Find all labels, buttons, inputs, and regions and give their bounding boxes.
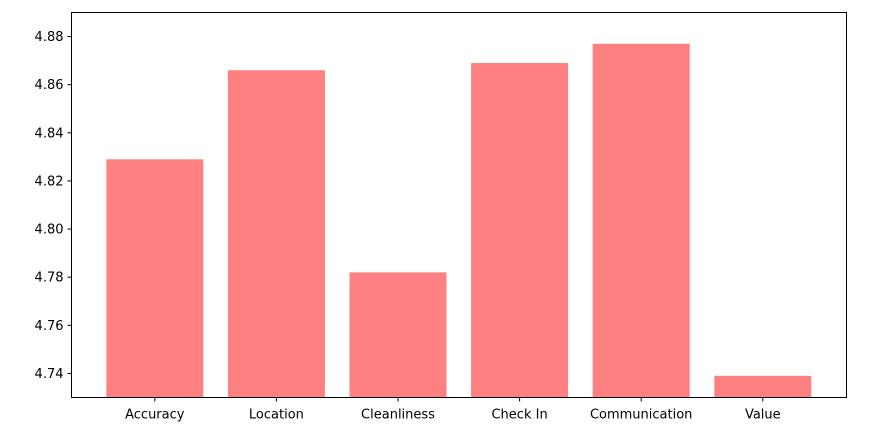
y-tick-label: 4.82 [35, 174, 64, 189]
y-tick-label: 4.76 [35, 319, 64, 334]
bar-check-in [471, 63, 569, 398]
x-tick-label: Location [249, 408, 304, 423]
y-tick-label: 4.86 [35, 78, 64, 93]
axes-frame [71, 12, 847, 398]
bars-group [106, 43, 812, 398]
y-tick-label: 4.80 [35, 223, 64, 238]
y-tick-label: 4.84 [35, 126, 64, 141]
bar-accuracy [106, 159, 204, 398]
bar-location [227, 70, 325, 398]
bar-cleanliness [349, 272, 447, 398]
y-tick-label: 4.74 [35, 367, 64, 382]
x-tick-label: Communication [590, 408, 692, 423]
x-tick-label: Check In [491, 408, 547, 423]
bar-communication [592, 43, 690, 398]
y-tick-label: 4.88 [35, 30, 64, 45]
x-tick-label: Accuracy [125, 408, 185, 423]
bar-value [714, 375, 812, 398]
y-axis: 4.74 4.76 4.78 4.80 4.82 4.84 4.86 4.88 [35, 30, 72, 382]
x-tick-label: Value [745, 408, 781, 423]
x-tick-label: Cleanliness [361, 408, 435, 423]
x-axis: Accuracy Location Cleanliness Check In Commu… [125, 397, 781, 423]
y-tick-label: 4.78 [35, 271, 64, 286]
